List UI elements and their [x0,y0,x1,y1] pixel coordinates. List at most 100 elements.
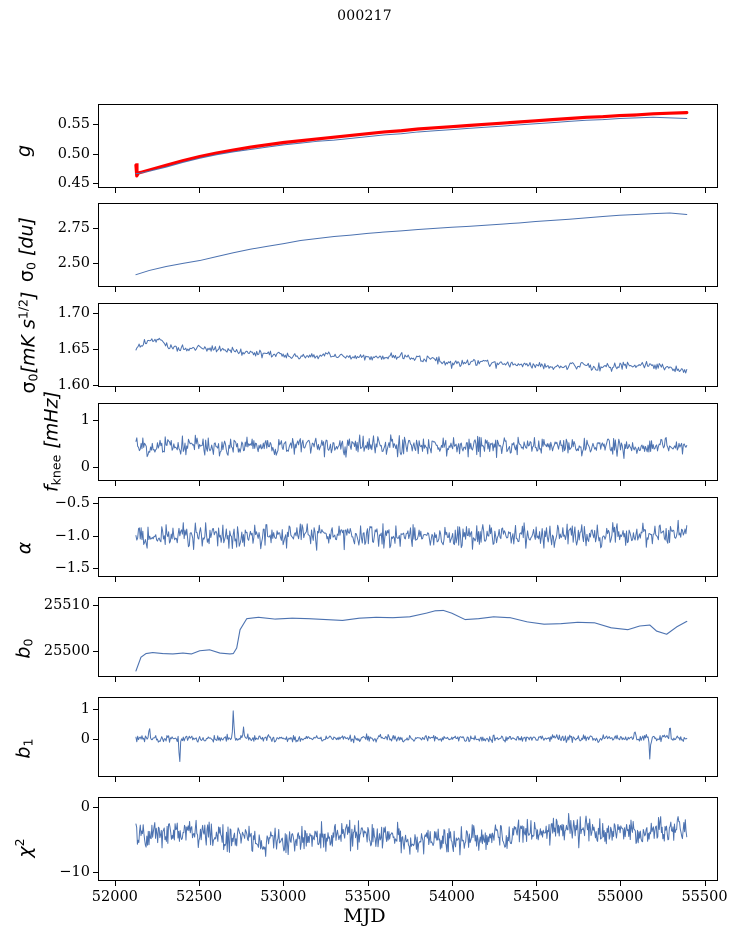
x-tick-mark [367,677,369,682]
x-tick-mark [620,387,622,392]
x-tick-mark [367,287,369,292]
x-tick-mark [199,881,201,886]
y-tick-mark [93,738,98,740]
y-tick-mark [93,182,98,184]
x-tick-mark [114,577,116,582]
x-tick-mark [114,777,116,782]
x-tick-label: 54000 [428,889,475,905]
plot-panel- [98,497,718,577]
y-tick-mark [93,466,98,469]
y-axis-label-alpha: α [13,541,35,555]
x-tick-mark [199,188,201,193]
x-tick-mark [367,577,369,582]
x-tick-mark [367,188,369,193]
plot-panel-g [98,104,718,188]
y-tick-label: 1 [80,412,90,429]
plot-panel-mks12 [98,303,718,387]
x-tick-mark [536,777,538,782]
y-tick-mark [93,807,98,809]
y-tick-mark [93,124,98,126]
y-tick-label: 0.55 [57,116,90,133]
x-tick-label: 52000 [91,889,138,905]
x-tick-mark [451,387,453,392]
plot-panel- [98,797,718,881]
y-tick-label: 2.75 [57,220,90,237]
plot-panel-b [98,597,718,677]
y-tick-mark [93,312,98,314]
x-tick-mark [620,481,622,486]
x-tick-label: 54500 [512,889,560,905]
x-tick-mark [367,881,369,886]
x-tick-label: 55000 [597,889,644,905]
y-tick-label: 0 [80,799,90,816]
y-tick-mark [93,228,98,230]
plot-panel-fkneemhz [98,403,718,481]
y-tick-label: 2.50 [57,255,90,272]
y-tick-label: −1.5 [54,560,90,577]
x-tick-mark [199,777,201,782]
x-tick-mark [451,188,453,193]
y-tick-mark [93,535,98,537]
x-tick-mark [536,577,538,582]
x-tick-mark [704,777,706,782]
x-tick-mark [283,677,285,682]
x-tick-mark [451,677,453,682]
y-tick-label: −10 [59,864,90,881]
y-axis-label-sigma0-mk: σ0[mK s1/2] [15,291,41,394]
y-tick-mark [93,503,98,505]
x-tick-mark [199,577,201,582]
x-tick-mark [620,577,622,582]
y-tick-label: −1.0 [54,527,90,544]
x-tick-mark [620,777,622,782]
y-tick-mark [93,153,98,155]
y-tick-label: 1 [80,700,90,717]
x-tick-mark [367,481,369,486]
x-tick-mark [704,481,706,486]
y-tick-mark [93,348,98,350]
x-tick-mark [114,287,116,292]
x-tick-mark [451,481,453,486]
y-tick-label: 25500 [43,642,90,659]
y-tick-mark [93,708,98,710]
y-tick-label: 25510 [43,596,90,613]
y-axis-label-b1: b1 [12,738,36,759]
y-tick-label: 1.70 [57,304,90,321]
x-tick-mark [114,881,116,886]
x-tick-mark [114,387,116,392]
x-tick-mark [704,881,706,886]
x-tick-mark [283,188,285,193]
x-tick-label: 53500 [344,889,391,905]
x-tick-mark [536,387,538,392]
y-tick-mark [93,384,98,386]
x-tick-mark [536,287,538,292]
y-tick-mark [93,650,98,652]
x-tick-mark [536,677,538,682]
x-tick-mark [451,881,453,886]
x-tick-label: 53000 [260,889,307,905]
y-tick-label: −0.5 [54,495,90,512]
x-tick-mark [199,387,201,392]
x-tick-mark [620,188,622,193]
x-tick-mark [199,481,201,486]
y-axis-label-chi2: χ2 [12,838,36,858]
x-tick-mark [704,287,706,292]
x-tick-mark [283,777,285,782]
y-axis-label-b0: b0 [12,638,36,659]
y-tick-label: 0 [80,458,90,475]
x-tick-mark [451,287,453,292]
x-tick-mark [451,777,453,782]
x-tick-mark [704,188,706,193]
x-tick-mark [199,287,201,292]
x-tick-mark [283,577,285,582]
plot-panel-du [98,203,718,287]
x-tick-label: 55500 [681,889,728,905]
y-tick-mark [93,420,98,422]
y-tick-mark [93,263,98,265]
x-tick-mark [536,881,538,886]
x-tick-label: 52500 [176,889,223,905]
x-tick-mark [283,881,285,886]
x-tick-mark [114,481,116,486]
figure-title: 000217 [337,8,392,24]
y-tick-mark [93,872,98,874]
y-tick-label: 1.60 [57,376,90,393]
